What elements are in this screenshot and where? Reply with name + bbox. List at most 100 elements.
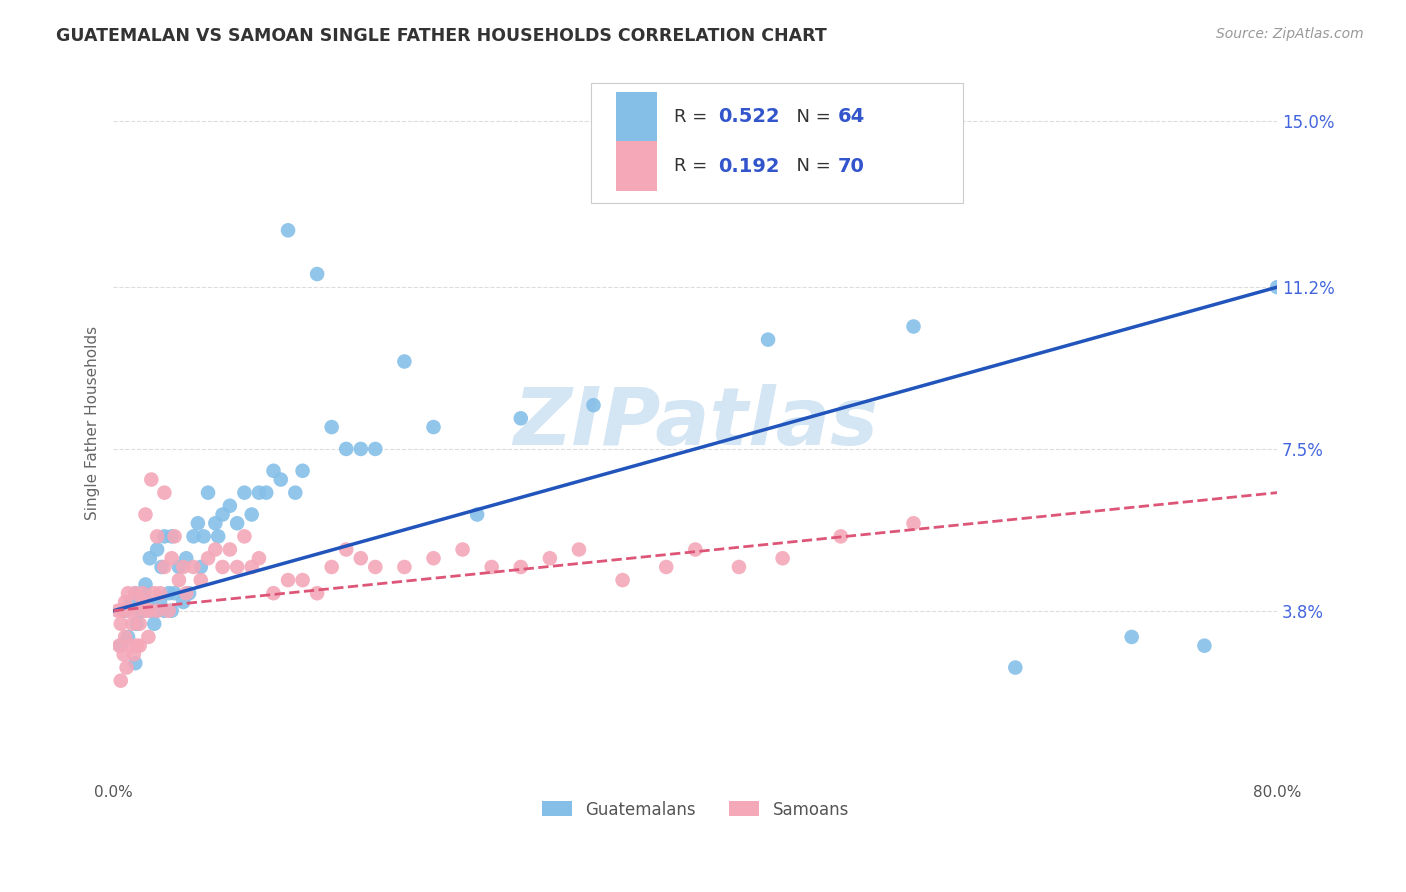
Point (183, 560, 205, 574)
Point (107, 604, 129, 618)
Text: 0.522: 0.522 (718, 107, 780, 126)
Point (335, 442, 357, 456)
Point (903, 516, 925, 531)
Text: R =: R = (675, 157, 713, 175)
Point (187, 516, 209, 531)
Text: Source: ZipAtlas.com: Source: ZipAtlas.com (1216, 27, 1364, 41)
Point (124, 586, 146, 600)
Text: 70: 70 (838, 157, 865, 176)
Text: R =: R = (675, 108, 713, 126)
Point (240, 560, 263, 574)
Point (172, 560, 194, 574)
Point (120, 595, 142, 609)
Point (110, 616, 132, 631)
Point (122, 648, 145, 662)
Point (211, 508, 233, 522)
Point (211, 560, 233, 574)
Point (143, 586, 166, 600)
Point (139, 604, 162, 618)
Point (139, 551, 162, 566)
Point (174, 586, 197, 600)
Point (277, 223, 299, 237)
Point (291, 573, 314, 587)
Point (422, 551, 444, 566)
Point (756, 333, 779, 347)
Point (132, 586, 155, 600)
Point (364, 560, 387, 574)
Point (128, 639, 150, 653)
Point (270, 473, 292, 487)
Point (190, 560, 212, 574)
Point (307, 267, 329, 281)
Point (451, 542, 474, 557)
Point (141, 473, 163, 487)
Point (233, 485, 256, 500)
Bar (616, 142, 657, 191)
Point (163, 586, 186, 600)
Point (110, 639, 132, 653)
Point (146, 529, 169, 543)
Point (582, 398, 605, 412)
Point (153, 560, 176, 574)
Point (509, 560, 531, 574)
Point (263, 586, 285, 600)
Point (204, 542, 226, 557)
Point (131, 604, 153, 618)
Point (307, 586, 329, 600)
Point (149, 586, 172, 600)
Point (112, 648, 135, 662)
Point (254, 485, 277, 500)
Point (1121, 630, 1143, 644)
Point (284, 485, 307, 500)
Point (157, 586, 180, 600)
Point (139, 604, 162, 618)
Point (146, 604, 169, 618)
Point (134, 604, 156, 618)
Point (153, 485, 176, 500)
Point (153, 604, 176, 618)
Point (568, 542, 591, 557)
Point (240, 508, 263, 522)
Point (179, 586, 201, 600)
Point (364, 442, 387, 456)
Point (157, 604, 180, 618)
Point (226, 560, 249, 574)
Point (136, 595, 159, 609)
Point (131, 595, 153, 609)
Point (131, 586, 153, 600)
Point (114, 604, 136, 618)
Legend: Guatemalans, Samoans: Guatemalans, Samoans (536, 794, 855, 825)
Point (138, 630, 160, 644)
Point (394, 560, 416, 574)
Point (117, 604, 139, 618)
Point (124, 656, 146, 670)
Point (124, 586, 146, 600)
Point (160, 529, 183, 543)
Point (1194, 639, 1216, 653)
Point (183, 529, 205, 543)
Point (143, 616, 166, 631)
Point (193, 529, 215, 543)
Point (146, 604, 169, 618)
Point (134, 577, 156, 591)
Text: N =: N = (785, 108, 837, 126)
Y-axis label: Single Father Households: Single Father Households (86, 326, 100, 520)
Text: 64: 64 (838, 107, 865, 126)
Point (903, 319, 925, 334)
Point (291, 464, 314, 478)
Point (114, 630, 136, 644)
Point (150, 560, 173, 574)
Point (321, 420, 343, 434)
Point (612, 573, 634, 587)
Point (772, 551, 794, 566)
Point (247, 551, 270, 566)
Point (108, 639, 131, 653)
Point (218, 542, 240, 557)
Bar (616, 92, 657, 142)
Point (111, 604, 134, 618)
Point (153, 529, 176, 543)
Point (149, 595, 172, 609)
Point (1265, 280, 1288, 294)
Point (120, 639, 142, 653)
Point (128, 604, 150, 618)
